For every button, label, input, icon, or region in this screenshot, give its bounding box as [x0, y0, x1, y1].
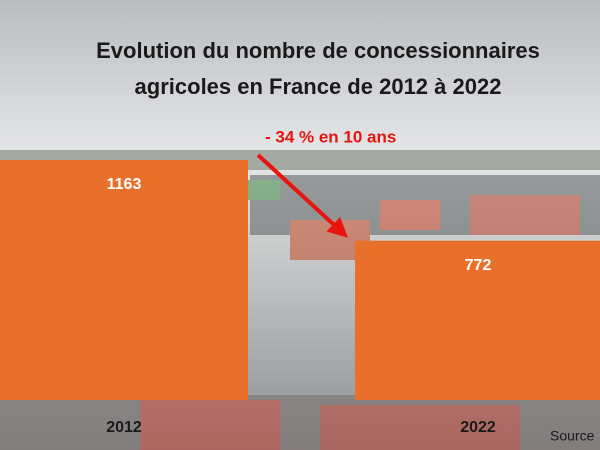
annotation-arrow — [256, 153, 348, 238]
source-note: Source — [550, 428, 595, 444]
bar — [355, 240, 600, 400]
x-tick-label: 2022 — [460, 419, 496, 436]
background-scenery — [0, 150, 600, 450]
annotation: - 34 % en 10 ans — [265, 127, 396, 146]
chart-title: Evolution du nombre de concessionnaires — [96, 38, 540, 63]
value-label: 772 — [465, 257, 492, 274]
value-label: 1163 — [107, 176, 142, 193]
x-tick-label: 2012 — [106, 419, 142, 436]
chart-title: agricoles en France de 2012 à 2022 — [135, 74, 502, 99]
bar — [0, 160, 248, 400]
